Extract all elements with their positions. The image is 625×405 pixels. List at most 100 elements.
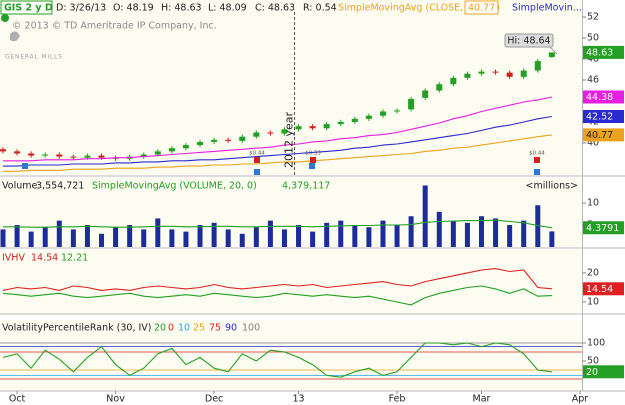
x-tick-label: Mar	[473, 394, 491, 405]
event-icon	[254, 169, 260, 175]
level-legend: 0	[168, 323, 174, 334]
value-box	[583, 90, 624, 104]
volume-bar	[28, 231, 34, 247]
volume-bar	[380, 220, 386, 247]
candle-body	[520, 70, 527, 77]
dividend-icon	[310, 157, 316, 163]
candle-body	[351, 118, 358, 122]
candle-body	[464, 73, 471, 78]
volume-bar	[99, 233, 105, 247]
candle-body	[84, 155, 91, 158]
candle-body	[239, 136, 246, 141]
candle-body	[365, 115, 372, 119]
dividend-label: $0.44	[529, 151, 545, 157]
header-date: D: 3/26/13	[56, 3, 106, 14]
legend-value-box	[464, 0, 499, 15]
dividend-icon	[254, 157, 260, 163]
volume-bar	[296, 225, 302, 247]
y-tick-label: 50	[587, 33, 599, 44]
candle-body	[492, 71, 499, 73]
volume-bar	[324, 222, 330, 247]
value-box-label: 48.63	[586, 47, 613, 58]
candle-body	[56, 154, 63, 157]
candle-body	[42, 154, 49, 156]
candle-body	[379, 111, 386, 116]
indicator-line	[3, 96, 553, 162]
volume-value: 3,554,721	[36, 181, 84, 192]
candle-body	[14, 151, 21, 154]
panel-background	[0, 250, 582, 313]
high-label: Hi: 48.64	[507, 36, 550, 47]
dividend-icon	[534, 157, 540, 163]
candle-body	[337, 121, 344, 125]
candle-body	[478, 71, 485, 74]
indicator-line	[3, 115, 552, 167]
value-box-label: 14.54	[586, 284, 613, 295]
candle-body	[436, 84, 443, 91]
value-box	[583, 128, 624, 142]
high-pointer	[549, 46, 558, 55]
header-range: R: 0.54	[303, 3, 337, 14]
legend-entry: SimpleMovin...	[512, 3, 582, 14]
volume-bar	[267, 220, 273, 247]
level-legend: 100	[242, 323, 260, 334]
legend-entry: SimpleMovingAvg (VOLUME, 20, 0)	[92, 181, 257, 192]
candle-body	[394, 110, 401, 112]
candle-body	[253, 132, 260, 137]
candle-body	[548, 52, 555, 58]
dividend-label: $0.33	[305, 151, 321, 157]
volume-bar	[549, 231, 555, 247]
value-box-label: 44.38	[586, 92, 613, 103]
y-tick-label: 50	[587, 355, 599, 366]
candle-body	[197, 141, 204, 146]
volume-bar	[394, 225, 400, 247]
units-label: <millions>	[525, 181, 578, 192]
candle-body	[408, 98, 415, 110]
candle-body	[323, 124, 330, 129]
volume-bar	[338, 220, 344, 247]
volume-bar	[507, 225, 513, 247]
indicator-line	[3, 219, 552, 229]
candle-body	[225, 139, 232, 141]
legend-value: 40.77	[468, 3, 495, 14]
candle-body	[295, 126, 302, 130]
volume-bar	[352, 225, 358, 247]
panel-title: Volume	[2, 181, 37, 192]
logo-mark	[10, 31, 20, 42]
volume-bar	[239, 233, 245, 247]
value-box	[583, 221, 624, 235]
candle-body	[154, 151, 161, 155]
volume-bar	[141, 229, 147, 247]
volume-bar	[450, 220, 456, 247]
legend-value: 20	[154, 323, 166, 334]
volume-bar	[422, 185, 428, 247]
candle-body	[0, 149, 6, 152]
x-tick-label: Feb	[389, 394, 406, 405]
value-box-label: 4.3791	[586, 223, 619, 234]
candle-body	[450, 77, 457, 85]
volume-bar	[84, 225, 90, 247]
volume-bar	[281, 229, 287, 247]
x-tick-label: 13	[292, 394, 304, 405]
candle-body	[98, 155, 105, 158]
indicator-line	[2, 285, 552, 306]
level-legend: 10	[178, 323, 190, 334]
y-tick-label: 40	[587, 137, 599, 148]
event-icon	[22, 163, 28, 169]
legend-value: 4,379,117	[282, 181, 330, 192]
x-tick-label: Apr	[572, 394, 589, 405]
value-box	[583, 282, 624, 296]
value-box-label: 20	[586, 367, 598, 378]
volume-bar	[408, 216, 414, 247]
logo-text: GENERAL MILLS	[5, 54, 63, 61]
symbol: GIS 2 y D	[4, 3, 53, 14]
y-tick-label: 100	[587, 337, 605, 348]
candle-body	[140, 154, 147, 157]
info-icon	[1, 14, 9, 22]
panel-background	[0, 178, 582, 247]
panel-background	[0, 0, 582, 175]
candle-body	[211, 139, 218, 142]
y-tick-label: 20	[587, 267, 599, 278]
x-tick-label: Nov	[106, 394, 125, 405]
